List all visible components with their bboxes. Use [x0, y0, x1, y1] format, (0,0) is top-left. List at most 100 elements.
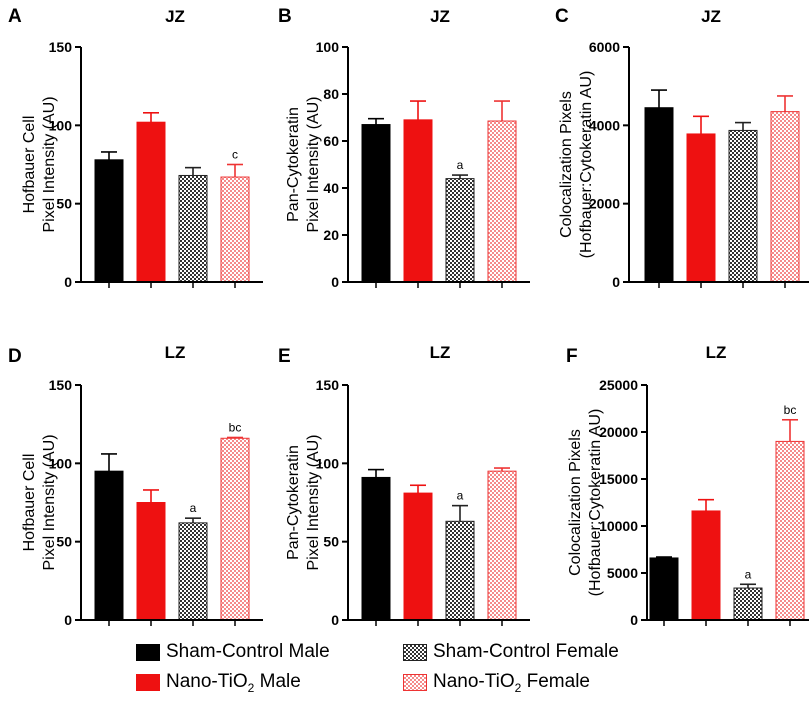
legend-item-sham-control-male: Sham-Control Male: [136, 641, 330, 663]
y-tick-label: 100: [49, 117, 73, 133]
bar: [361, 124, 391, 283]
y-tick-label: 150: [49, 377, 73, 393]
bar-annotation: a: [457, 158, 464, 172]
y-tick-label: 60: [323, 133, 339, 149]
y-tick-label: 20: [323, 227, 339, 243]
bar: [178, 174, 208, 283]
bar-annotation: a: [745, 567, 752, 581]
chart-panel-e: E LZ 0 50 100 150 a Pan-Cytokeratin Pixel Intens…: [278, 343, 530, 628]
chart-panel-a: A JZ 0 50 100 150 c Hofbauer Cell Pixel Intensit…: [8, 6, 263, 290]
legend-swatch-red: [136, 674, 160, 692]
y-tick-label: 0: [612, 274, 620, 290]
legend-item-sham-control-female: Sham-Control Female: [403, 641, 619, 663]
legend-label: Nano-TiO2 Female: [433, 671, 590, 695]
panel-letter: D: [8, 346, 22, 367]
panel-letter: E: [278, 346, 291, 367]
y-axis-label: Pixel Intensity (AU): [305, 434, 322, 570]
y-tick-label: 25000: [599, 377, 638, 393]
y-tick-label: 100: [316, 455, 340, 471]
y-axis-label: Pixel Intensity (AU): [305, 96, 322, 232]
y-tick-label: 4000: [589, 117, 620, 133]
y-tick-label: 0: [64, 274, 72, 290]
bar-annotation: a: [457, 489, 464, 503]
legend-swatch-pink-checkered: [403, 674, 427, 692]
y-tick-label: 50: [323, 534, 339, 550]
y-tick-label: 6000: [589, 39, 620, 55]
legend-item-nano-tio2-female: Nano-TiO2 Female: [403, 671, 590, 695]
bar: [691, 510, 721, 621]
y-axis-label: Hofbauer Cell: [21, 116, 38, 214]
y-tick-label: 20000: [599, 424, 638, 440]
bar: [686, 133, 716, 283]
bar: [487, 120, 517, 283]
legend-swatch-black: [136, 643, 160, 661]
chart-panel-b: B JZ 0 20 40 60 80 100 a Pan-Cytokeratin Pixel Int…: [278, 6, 530, 290]
y-tick-label: 10000: [599, 518, 638, 534]
y-axis-label: Colocalization Pixels: [567, 429, 584, 576]
panel-letter: A: [8, 6, 22, 27]
y-tick-label: 50: [56, 534, 72, 550]
y-tick-label: 0: [331, 612, 339, 628]
bar-annotation: a: [190, 501, 197, 515]
chart-title: LZ: [706, 343, 727, 362]
bar: [220, 176, 250, 283]
bar: [445, 520, 475, 621]
bar: [220, 437, 250, 621]
y-tick-label: 0: [331, 274, 339, 290]
legend-item-nano-tio2-male: Nano-TiO2 Male: [136, 671, 301, 695]
y-axis-label: Pan-Cytokeratin: [285, 445, 302, 560]
y-axis-label: Pixel Intensity (AU): [41, 434, 58, 570]
y-tick-label: 0: [64, 612, 72, 628]
panel-letter: F: [566, 346, 578, 367]
y-tick-label: 100: [316, 39, 340, 55]
bar: [644, 107, 674, 283]
bar: [445, 178, 475, 283]
chart-panel-f: F LZ 0 5000 10000 15000 20000 25000 a bc Colocaliz…: [566, 343, 809, 628]
chart-panel-c: C JZ 0 2000 4000 6000 Colocalization Pixels (Ho…: [555, 6, 809, 290]
chart-panel-d: D LZ 0 50 100 150 a bc Hofbauer Cell Pixel Intens…: [8, 343, 263, 628]
y-tick-label: 0: [630, 612, 638, 628]
y-axis-label: (Hofbauer:Cytokeratin AU): [587, 409, 604, 597]
legend-label: Sham-Control Male: [166, 641, 330, 662]
bar: [775, 440, 805, 621]
bar: [649, 557, 679, 621]
bar: [770, 111, 800, 283]
legend-label: Nano-TiO2 Male: [166, 671, 301, 695]
bar: [728, 129, 758, 283]
bar-annotation: c: [232, 148, 238, 162]
chart-title: JZ: [701, 7, 721, 26]
panel-letter: B: [278, 6, 292, 27]
chart-title: LZ: [165, 343, 186, 362]
y-tick-label: 150: [49, 39, 73, 55]
bar: [136, 502, 166, 621]
y-tick-label: 40: [323, 180, 339, 196]
legend-label: Sham-Control Female: [433, 641, 619, 662]
legend-swatch-checkered: [403, 643, 427, 661]
y-tick-label: 50: [56, 196, 72, 212]
y-tick-label: 2000: [589, 196, 620, 212]
y-axis-label: Hofbauer Cell: [21, 454, 38, 552]
bar: [487, 470, 517, 621]
panel-letter: C: [555, 6, 569, 27]
chart-title: JZ: [165, 7, 185, 26]
y-tick-label: 100: [49, 455, 73, 471]
y-tick-label: 80: [323, 86, 339, 102]
bar: [403, 492, 433, 621]
bar: [403, 119, 433, 283]
bar: [361, 476, 391, 621]
y-tick-label: 5000: [607, 565, 638, 581]
bar: [136, 121, 166, 283]
bar: [94, 159, 124, 283]
bar-annotation: bc: [784, 403, 797, 417]
bar-annotation: bc: [229, 420, 242, 434]
y-axis-label: Pixel Intensity (AU): [41, 96, 58, 232]
bar: [733, 587, 763, 621]
bar: [94, 470, 124, 621]
chart-title: JZ: [430, 7, 450, 26]
bar: [178, 522, 208, 621]
chart-title: LZ: [430, 343, 451, 362]
y-tick-label: 15000: [599, 471, 638, 487]
y-axis-label: Colocalization Pixels: [558, 91, 575, 238]
y-tick-label: 150: [316, 377, 340, 393]
